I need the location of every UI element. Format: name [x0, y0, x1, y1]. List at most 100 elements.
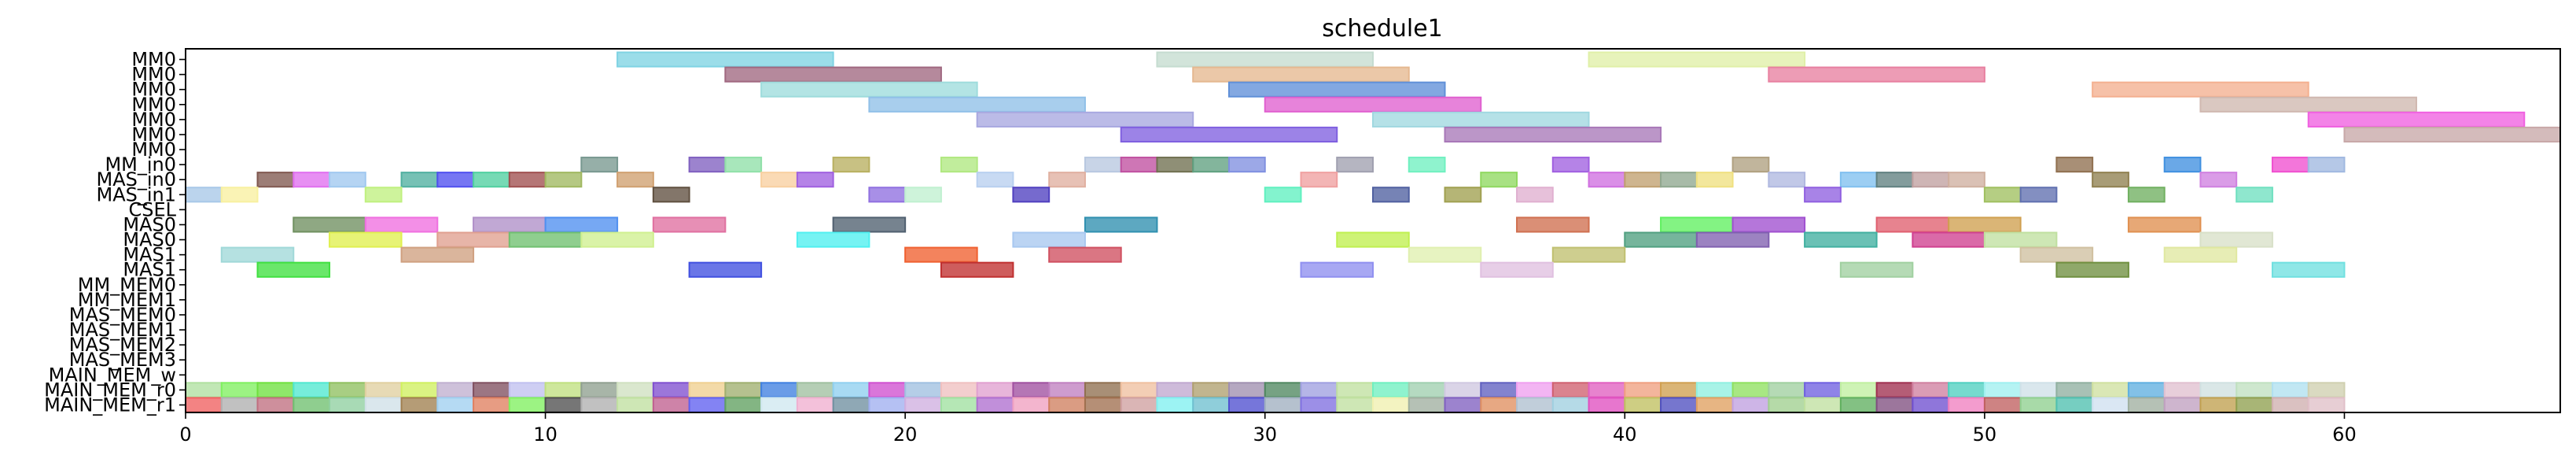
- task-bar: [1192, 157, 1230, 173]
- task-bar: [256, 397, 295, 413]
- task-bar: [940, 157, 978, 173]
- y-tick-label: CSEL: [128, 198, 176, 220]
- task-bar: [616, 172, 654, 188]
- task-bar: [580, 231, 654, 248]
- task-bar: [329, 397, 366, 413]
- task-bar: [1516, 187, 1554, 203]
- task-bar: [220, 397, 259, 413]
- task-bar: [760, 172, 798, 188]
- task-bar: [1300, 382, 1338, 398]
- task-bar: [220, 187, 259, 203]
- task-bar: [1408, 157, 1446, 173]
- task-bar: [220, 246, 295, 263]
- task-bar: [580, 397, 619, 413]
- task-bar: [1048, 172, 1086, 188]
- task-bar: [508, 231, 583, 248]
- y-tick-label: MM0: [131, 124, 176, 146]
- task-bar: [2163, 382, 2202, 398]
- task-bar: [508, 172, 546, 188]
- task-bar: [904, 397, 942, 413]
- task-bar: [1660, 397, 1698, 413]
- task-bar: [904, 187, 942, 203]
- x-tick-label: 60: [2332, 423, 2357, 446]
- task-bar: [544, 382, 583, 398]
- y-tick-label: MM0: [131, 64, 176, 86]
- task-bar: [832, 397, 870, 413]
- task-bar: [1588, 397, 1626, 413]
- task-bar: [1731, 397, 1770, 413]
- task-bar: [1084, 157, 1122, 173]
- task-bar: [2092, 382, 2129, 398]
- task-bar: [760, 382, 798, 398]
- y-tick-label: MAS0: [123, 229, 176, 251]
- task-bar: [1120, 126, 1338, 143]
- x-tick-label: 50: [1973, 423, 1997, 446]
- task-bar: [2092, 397, 2129, 413]
- task-bar: [1012, 187, 1051, 203]
- task-bar: [724, 157, 763, 173]
- task-bar: [724, 66, 942, 83]
- task-bar: [616, 382, 654, 398]
- task-bar: [2236, 397, 2273, 413]
- task-bar: [400, 397, 439, 413]
- y-tick-label: MM0: [131, 49, 176, 71]
- task-bar: [185, 187, 223, 203]
- task-bar: [616, 397, 654, 413]
- y-tick-label: MM0: [131, 109, 176, 131]
- y-tick-label: MM_in0: [105, 153, 176, 176]
- task-bar: [1408, 246, 1482, 263]
- task-bar: [1120, 382, 1158, 398]
- task-bar: [868, 397, 907, 413]
- y-tick-label: MAS_MEM0: [69, 304, 176, 326]
- task-bar: [976, 172, 1014, 188]
- task-bar: [293, 397, 331, 413]
- task-bar: [2236, 382, 2273, 398]
- task-bar: [2092, 81, 2309, 98]
- task-bar: [329, 382, 366, 398]
- task-bar: [688, 397, 727, 413]
- task-bar: [1731, 157, 1770, 173]
- task-bar: [1983, 397, 2022, 413]
- task-bar: [1804, 231, 1878, 248]
- task-bar: [2127, 187, 2166, 203]
- task-bar: [1516, 397, 1554, 413]
- task-bar: [1768, 397, 1806, 413]
- task-bar: [1480, 382, 1518, 398]
- task-bar: [1912, 397, 1950, 413]
- task-bar: [760, 397, 798, 413]
- task-bar: [1120, 397, 1158, 413]
- task-bar: [256, 172, 295, 188]
- chart-title: schedule1: [1322, 15, 1443, 43]
- task-bar: [1768, 66, 1985, 83]
- task-bar: [2199, 231, 2273, 248]
- task-bar: [473, 382, 510, 398]
- task-bar: [2271, 261, 2346, 278]
- task-bar: [1120, 157, 1158, 173]
- task-bar: [940, 261, 1014, 278]
- task-bar: [2127, 397, 2166, 413]
- task-bar: [1084, 216, 1158, 233]
- task-bar: [1408, 382, 1446, 398]
- task-bar: [976, 111, 1194, 128]
- task-bar: [1768, 382, 1806, 398]
- y-tick-label: MAS1: [123, 259, 176, 281]
- task-bar: [1084, 397, 1122, 413]
- task-bar: [1839, 172, 1878, 188]
- plot-frame: [185, 48, 2561, 413]
- task-bar: [364, 216, 439, 233]
- task-bar: [652, 382, 690, 398]
- y-tick-label: MM0: [131, 94, 176, 116]
- task-bar: [1192, 382, 1230, 398]
- task-bar: [1444, 187, 1482, 203]
- task-bar: [1695, 397, 1734, 413]
- task-bar: [1551, 246, 1626, 263]
- task-bar: [616, 51, 834, 68]
- x-tick-label: 10: [533, 423, 558, 446]
- task-bar: [1372, 397, 1410, 413]
- task-bar: [1839, 382, 1878, 398]
- task-bar: [1300, 172, 1338, 188]
- task-bar: [1695, 382, 1734, 398]
- task-bar: [1768, 172, 1806, 188]
- y-tick-label: MAS_MEM2: [69, 334, 176, 356]
